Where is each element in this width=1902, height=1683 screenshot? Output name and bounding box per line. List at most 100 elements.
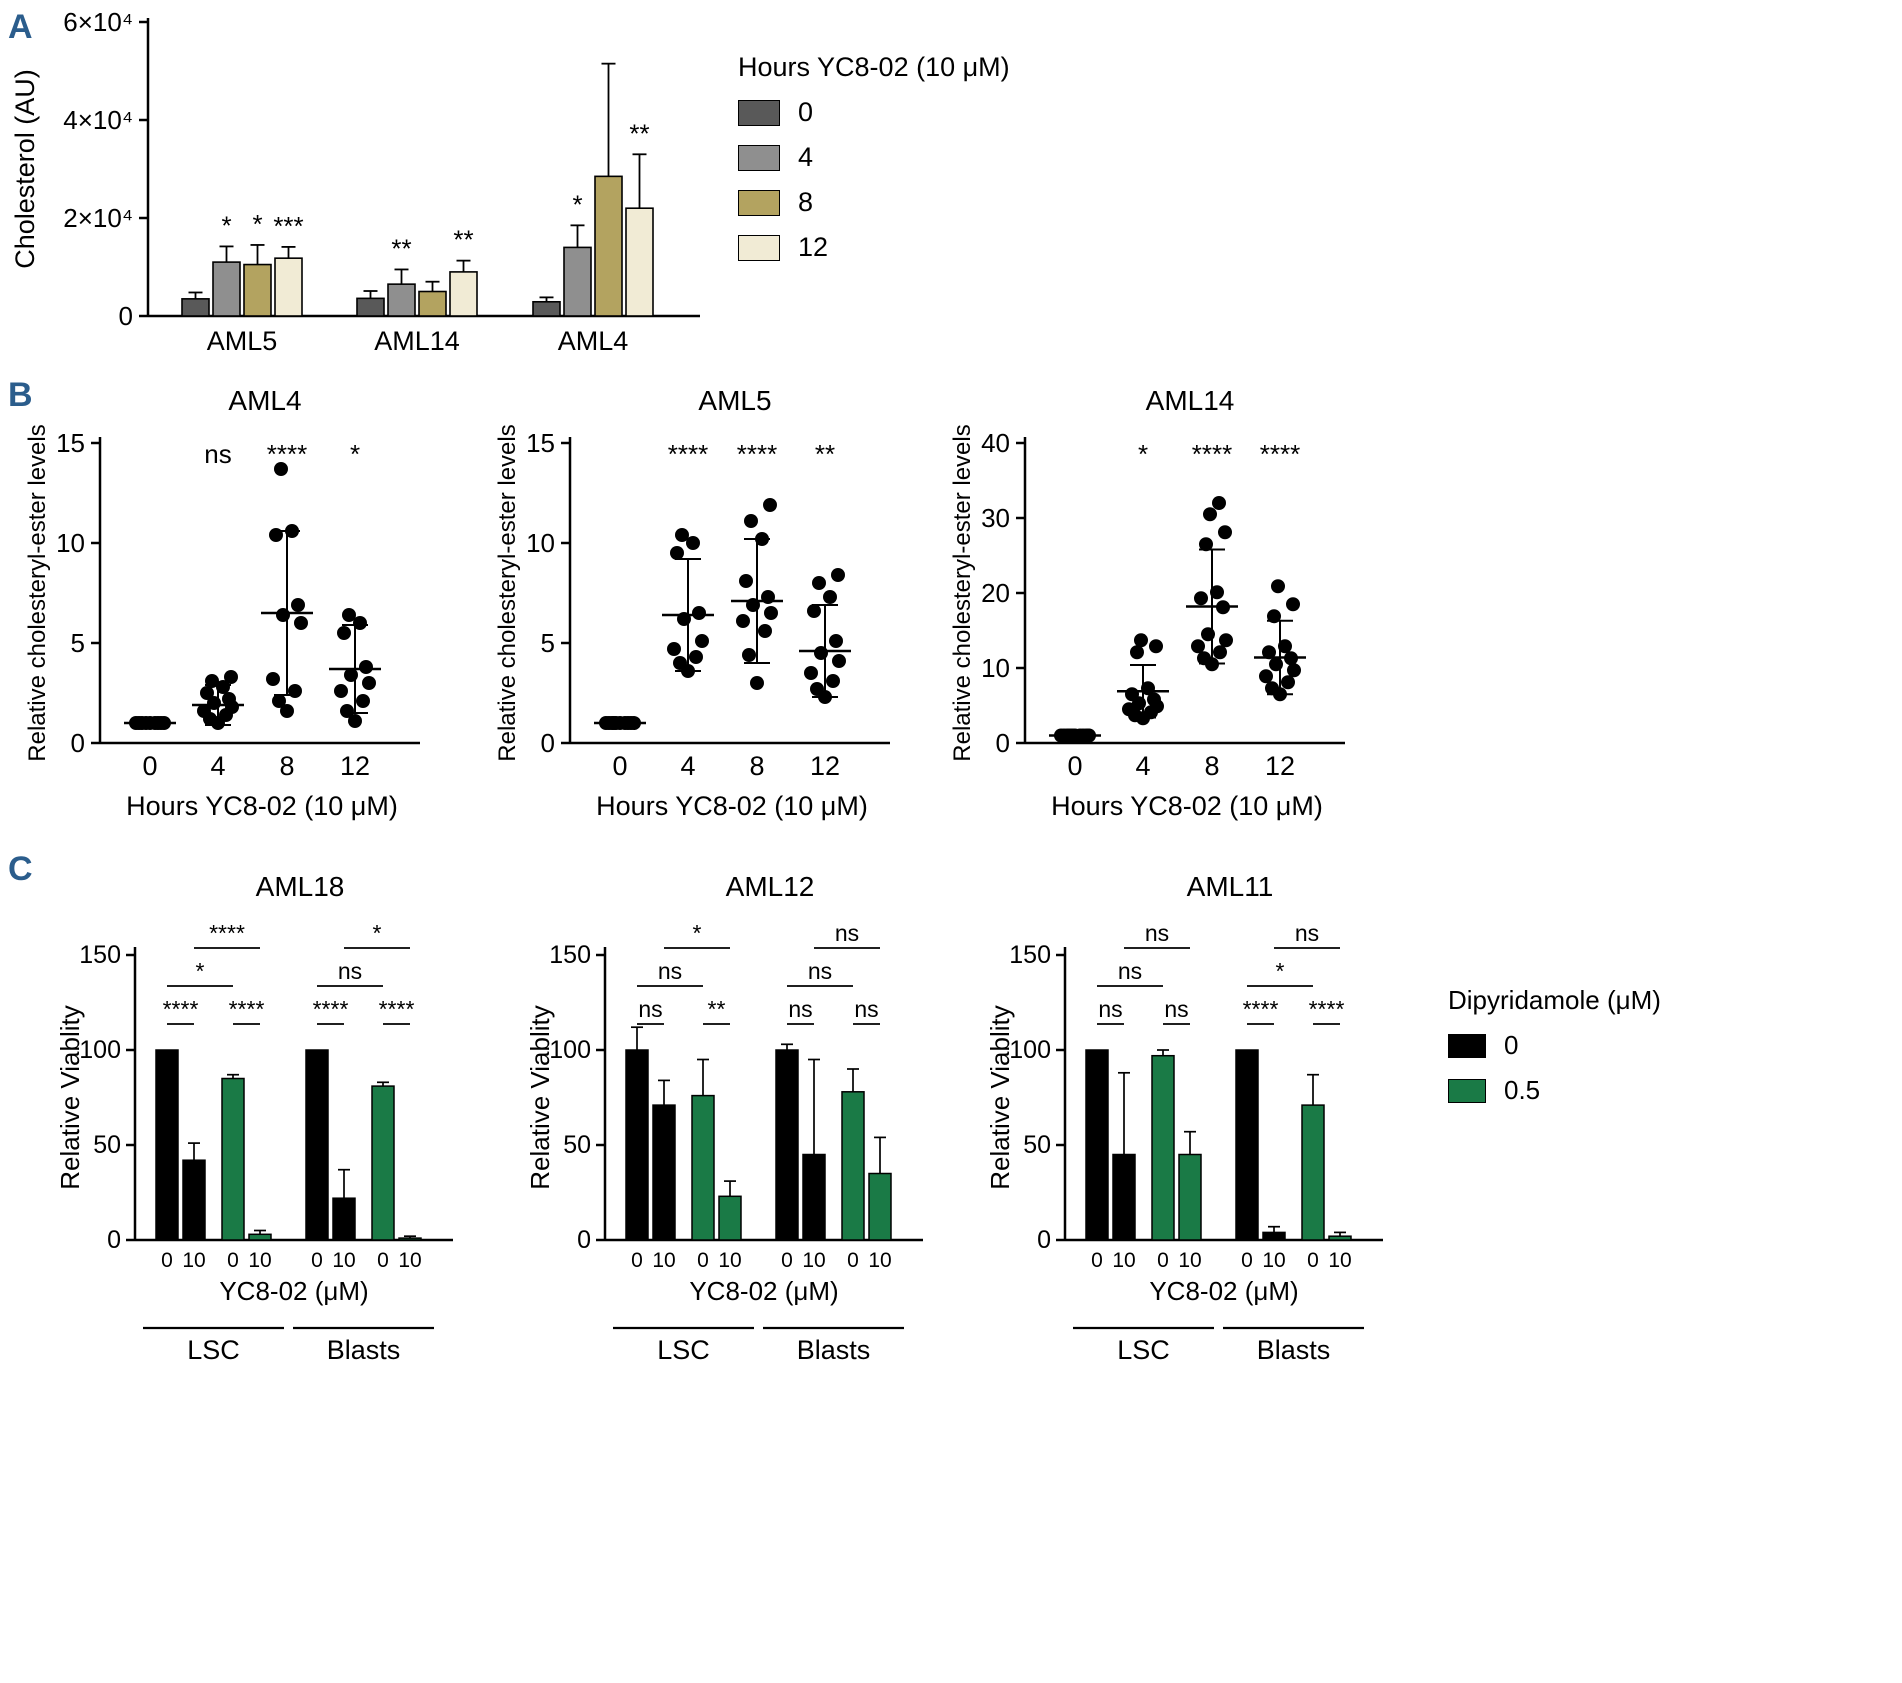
svg-text:10: 10 bbox=[56, 528, 85, 558]
svg-text:2×10⁴: 2×10⁴ bbox=[63, 203, 133, 233]
svg-text:8: 8 bbox=[279, 751, 294, 781]
legend-label-0h: 0 bbox=[798, 97, 814, 127]
svg-text:****: **** bbox=[1309, 996, 1345, 1022]
svg-text:150: 150 bbox=[549, 941, 591, 969]
svg-text:30: 30 bbox=[981, 503, 1010, 533]
svg-text:8: 8 bbox=[749, 751, 764, 781]
svg-text:0: 0 bbox=[781, 1249, 793, 1272]
svg-text:10: 10 bbox=[398, 1249, 421, 1272]
svg-text:ns: ns bbox=[1295, 920, 1319, 946]
svg-text:****: **** bbox=[313, 996, 349, 1022]
svg-text:0: 0 bbox=[631, 1249, 643, 1272]
dipyridamole-legend: Dipyridamole (μM) 0 0.5 bbox=[1448, 985, 1661, 1120]
svg-text:ns: ns bbox=[808, 958, 832, 984]
svg-text:Hours YC8-02 (10 μM): Hours YC8-02 (10 μM) bbox=[1051, 791, 1323, 821]
svg-text:****: **** bbox=[229, 996, 265, 1022]
svg-text:10: 10 bbox=[182, 1249, 205, 1272]
svg-text:10: 10 bbox=[652, 1249, 675, 1272]
svg-text:0: 0 bbox=[377, 1249, 389, 1272]
legend-item-12h: 12 bbox=[738, 232, 1010, 263]
svg-text:ns: ns bbox=[338, 958, 362, 984]
svg-text:0: 0 bbox=[1037, 1226, 1051, 1254]
svg-text:Relative Viablity: Relative Viablity bbox=[55, 1005, 85, 1190]
svg-text:LSC: LSC bbox=[1117, 1335, 1170, 1365]
svg-text:**: ** bbox=[629, 118, 649, 148]
legend-label-4h: 4 bbox=[798, 142, 814, 172]
svg-text:Relative cholesteryl-ester lev: Relative cholesteryl-ester levels bbox=[949, 424, 976, 761]
svg-text:20: 20 bbox=[981, 578, 1010, 608]
svg-text:15: 15 bbox=[56, 428, 85, 458]
legend-label-dip-05: 0.5 bbox=[1504, 1075, 1541, 1105]
svg-text:12: 12 bbox=[810, 751, 840, 781]
svg-text:*: * bbox=[252, 209, 262, 239]
dipyridamole-legend-title: Dipyridamole (μM) bbox=[1448, 985, 1661, 1015]
svg-text:8: 8 bbox=[1204, 751, 1219, 781]
svg-text:0: 0 bbox=[1307, 1249, 1319, 1272]
svg-text:10: 10 bbox=[526, 528, 555, 558]
legend-item-0h: 0 bbox=[738, 97, 1010, 128]
svg-text:Hours YC8-02 (10 μM): Hours YC8-02 (10 μM) bbox=[126, 791, 398, 821]
svg-text:10: 10 bbox=[248, 1249, 271, 1272]
svg-text:50: 50 bbox=[563, 1131, 591, 1159]
svg-text:Relative Viablity: Relative Viablity bbox=[985, 1005, 1015, 1190]
svg-text:12: 12 bbox=[340, 751, 370, 781]
svg-text:150: 150 bbox=[79, 941, 121, 969]
svg-text:10: 10 bbox=[1112, 1249, 1135, 1272]
svg-text:12: 12 bbox=[1265, 751, 1295, 781]
svg-text:0: 0 bbox=[1091, 1249, 1103, 1272]
svg-text:0: 0 bbox=[577, 1226, 591, 1254]
svg-text:****: **** bbox=[209, 920, 245, 946]
svg-text:ns: ns bbox=[788, 996, 812, 1022]
svg-text:Relative cholesteryl-ester lev: Relative cholesteryl-ester levels bbox=[24, 424, 51, 761]
svg-text:AML14: AML14 bbox=[1146, 385, 1235, 416]
svg-text:0: 0 bbox=[847, 1249, 859, 1272]
svg-text:0: 0 bbox=[71, 728, 85, 758]
svg-text:10: 10 bbox=[981, 653, 1010, 683]
svg-text:*: * bbox=[373, 920, 382, 946]
svg-text:4: 4 bbox=[1135, 751, 1150, 781]
legend-label-dip-0: 0 bbox=[1504, 1030, 1519, 1060]
svg-text:0: 0 bbox=[996, 728, 1010, 758]
svg-text:**: ** bbox=[453, 225, 473, 255]
svg-text:0: 0 bbox=[107, 1226, 121, 1254]
svg-text:150: 150 bbox=[1009, 941, 1051, 969]
svg-text:ns: ns bbox=[204, 439, 231, 469]
svg-text:****: **** bbox=[163, 996, 199, 1022]
hours-legend-title: Hours YC8-02 (10 μM) bbox=[738, 52, 1010, 82]
svg-text:Blasts: Blasts bbox=[797, 1335, 871, 1365]
svg-text:10: 10 bbox=[1328, 1249, 1351, 1272]
legend-item-dip-05: 0.5 bbox=[1448, 1075, 1661, 1106]
svg-text:40: 40 bbox=[981, 428, 1010, 458]
svg-text:****: **** bbox=[737, 439, 777, 469]
panel-b-label: B bbox=[8, 376, 33, 414]
svg-text:*: * bbox=[221, 210, 231, 240]
svg-text:0: 0 bbox=[612, 751, 627, 781]
svg-text:AML4: AML4 bbox=[228, 385, 301, 416]
svg-text:**: ** bbox=[708, 996, 726, 1022]
svg-text:10: 10 bbox=[718, 1249, 741, 1272]
svg-text:10: 10 bbox=[332, 1249, 355, 1272]
svg-text:0: 0 bbox=[311, 1249, 323, 1272]
svg-text:ns: ns bbox=[638, 996, 662, 1022]
svg-text:0: 0 bbox=[227, 1249, 239, 1272]
svg-text:**: ** bbox=[391, 233, 411, 263]
legend-swatch-4h bbox=[738, 144, 780, 171]
svg-text:AML18: AML18 bbox=[256, 871, 345, 902]
svg-text:Blasts: Blasts bbox=[327, 1335, 401, 1365]
svg-text:AML5: AML5 bbox=[207, 326, 278, 356]
svg-text:****: **** bbox=[1260, 439, 1300, 469]
svg-text:*: * bbox=[572, 189, 582, 219]
svg-text:****: **** bbox=[267, 439, 307, 469]
svg-text:**: ** bbox=[815, 439, 835, 469]
hours-legend: Hours YC8-02 (10 μM) 0 4 8 12 bbox=[738, 52, 1010, 277]
svg-text:LSC: LSC bbox=[187, 1335, 240, 1365]
svg-text:****: **** bbox=[668, 439, 708, 469]
svg-text:***: *** bbox=[273, 211, 303, 241]
svg-text:10: 10 bbox=[1262, 1249, 1285, 1272]
svg-text:100: 100 bbox=[79, 1036, 121, 1064]
svg-text:****: **** bbox=[1192, 439, 1232, 469]
svg-text:6×10⁴: 6×10⁴ bbox=[63, 7, 133, 37]
